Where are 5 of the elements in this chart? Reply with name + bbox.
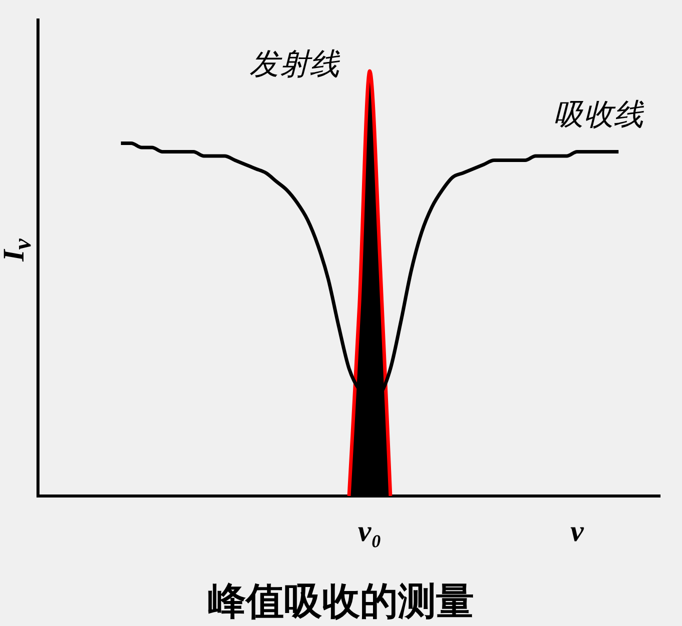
series-label: 发射线 xyxy=(250,46,341,82)
series-label: 吸收线 xyxy=(554,98,645,133)
text: ν₀ xyxy=(358,514,382,548)
text: 峰值吸收的测量 xyxy=(207,578,475,625)
x-axis-title: ν xyxy=(570,514,584,548)
